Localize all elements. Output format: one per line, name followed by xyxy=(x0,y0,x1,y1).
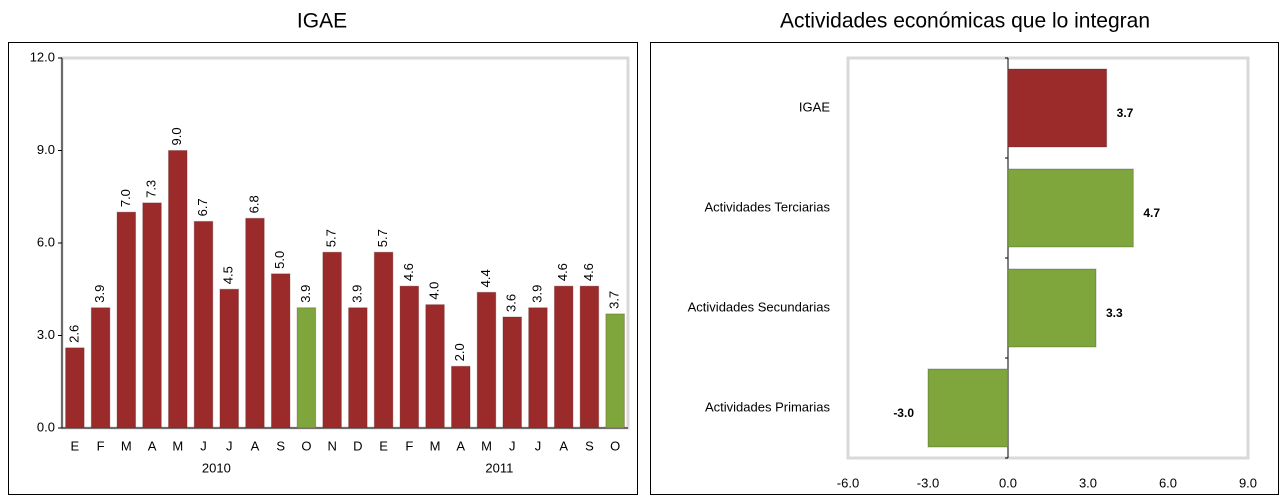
value-label: -3.0 xyxy=(893,406,914,420)
y-tick-label: 0.0 xyxy=(37,419,55,434)
x-tick-label: F xyxy=(405,438,413,453)
plot-area xyxy=(846,56,1250,460)
y-tick-label: Actividades Primarias xyxy=(705,399,830,414)
bar xyxy=(296,307,317,429)
x-tick-label: 3.0 xyxy=(1079,475,1097,490)
y-tick-label: 9.0 xyxy=(37,142,55,157)
x-tick-label: M xyxy=(430,438,441,453)
bar xyxy=(553,285,574,429)
bar xyxy=(142,202,162,429)
value-label: 4.6 xyxy=(555,263,570,281)
bar xyxy=(348,307,368,429)
group-label: 2011 xyxy=(485,460,513,475)
value-label: 4.0 xyxy=(426,282,441,300)
value-label: 3.9 xyxy=(92,285,107,303)
bar xyxy=(1007,68,1108,148)
x-tick-label: D xyxy=(353,438,362,453)
bar xyxy=(476,291,497,429)
bar xyxy=(90,307,111,429)
value-label: 7.3 xyxy=(143,180,158,198)
y-tick-label: IGAE xyxy=(799,99,830,114)
x-tick-label: A xyxy=(148,438,157,453)
chart-title: IGAE xyxy=(297,10,347,33)
x-tick-label: 9.0 xyxy=(1239,475,1257,490)
bar xyxy=(116,211,137,429)
x-tick-label: J xyxy=(200,438,207,453)
bar xyxy=(425,304,445,429)
x-tick-label: S xyxy=(585,438,594,453)
bar xyxy=(1007,168,1134,248)
group-label: 2010 xyxy=(202,460,231,475)
y-tick-label: 3.0 xyxy=(37,327,55,342)
y-tick-label: Actividades Terciarias xyxy=(705,199,831,214)
bar xyxy=(168,150,188,429)
x-tick-label: 6.0 xyxy=(1159,475,1177,490)
value-label: 2.6 xyxy=(66,325,81,343)
x-tick-label: N xyxy=(327,438,336,453)
value-label: 6.8 xyxy=(246,195,261,213)
bar xyxy=(270,273,291,429)
x-tick-label: O xyxy=(301,438,311,453)
bar xyxy=(322,251,342,429)
value-label: 4.7 xyxy=(1143,206,1160,220)
x-tick-label: M xyxy=(121,438,132,453)
value-label: 4.5 xyxy=(221,266,236,284)
panel-frame xyxy=(650,42,1279,495)
bar xyxy=(1007,268,1097,348)
value-label: 5.7 xyxy=(324,229,339,247)
x-tick-label: J xyxy=(509,438,516,453)
x-tick-label: S xyxy=(276,438,285,453)
x-tick-label: E xyxy=(71,438,80,453)
value-label: 9.0 xyxy=(169,127,184,145)
x-tick-label: O xyxy=(610,438,620,453)
x-tick-label: E xyxy=(379,438,388,453)
value-label: 3.9 xyxy=(349,285,364,303)
chart-title: Actividades económicas que lo integran xyxy=(780,10,1150,33)
value-label: 3.7 xyxy=(607,291,622,309)
bar xyxy=(399,285,420,429)
x-tick-label: M xyxy=(481,438,492,453)
bar xyxy=(579,285,600,429)
x-tick-label: A xyxy=(559,438,568,453)
bar xyxy=(927,368,1009,448)
bar xyxy=(193,220,214,429)
bar xyxy=(528,307,548,429)
value-label: 5.0 xyxy=(272,251,287,269)
y-tick-label: 12.0 xyxy=(30,49,55,64)
bar xyxy=(605,313,625,429)
x-tick-label: A xyxy=(251,438,260,453)
bar xyxy=(219,288,239,429)
x-tick-label: -3.0 xyxy=(917,475,939,490)
x-tick-label: J xyxy=(535,438,542,453)
value-label: 4.6 xyxy=(581,263,596,281)
value-label: 3.9 xyxy=(529,285,544,303)
bar xyxy=(245,217,265,429)
x-tick-label: M xyxy=(172,438,183,453)
value-label: 3.9 xyxy=(298,285,313,303)
value-label: 5.7 xyxy=(375,229,390,247)
value-label: 3.3 xyxy=(1106,306,1123,320)
x-tick-label: F xyxy=(97,438,105,453)
y-tick-label: 6.0 xyxy=(37,234,55,249)
value-label: 7.0 xyxy=(118,189,133,207)
value-label: 4.6 xyxy=(401,263,416,281)
bar xyxy=(65,347,85,429)
x-tick-label: J xyxy=(226,438,233,453)
bar xyxy=(373,251,394,429)
value-label: 6.7 xyxy=(195,198,210,216)
x-tick-label: 0.0 xyxy=(999,475,1017,490)
x-tick-label: A xyxy=(456,438,465,453)
bar xyxy=(451,365,471,429)
bar xyxy=(502,316,522,429)
panel-frame xyxy=(8,42,638,495)
value-label: 3.7 xyxy=(1117,106,1134,120)
value-label: 2.0 xyxy=(452,343,467,361)
y-tick-label: Actividades Secundarias xyxy=(688,299,831,314)
x-tick-label: -6.0 xyxy=(837,475,859,490)
value-label: 4.4 xyxy=(478,269,493,287)
value-label: 3.6 xyxy=(504,294,519,312)
